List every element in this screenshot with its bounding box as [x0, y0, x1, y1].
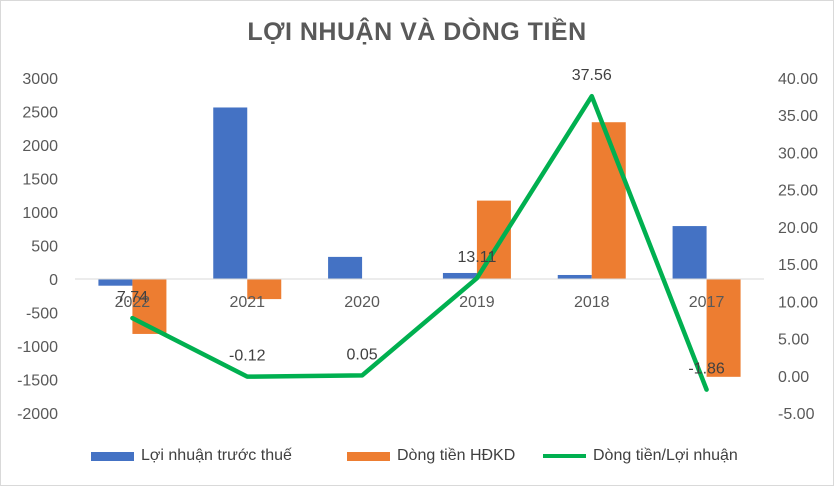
x-category-label: 2018: [574, 294, 610, 311]
bar-profit: [213, 107, 248, 279]
bar-cashflow: [247, 279, 282, 300]
legend-swatch-cashflow: [347, 451, 390, 461]
ratio-data-label: 0.05: [347, 346, 378, 363]
bar-cashflow: [591, 122, 626, 279]
y-right-tick-label: 20.00: [778, 220, 818, 237]
y-left-tick-label: 2000: [22, 138, 58, 155]
bar-profit: [98, 279, 133, 286]
bar-profit: [557, 274, 592, 279]
y-right-tick-label: 30.00: [778, 145, 818, 162]
ratio-data-label: 37.56: [572, 67, 612, 84]
legend-item-ratio: Dòng tiền/Lợi nhuận: [543, 444, 738, 468]
ratio-data-label: -0.12: [229, 348, 266, 365]
y-left-tick-label: -1000: [17, 339, 58, 356]
y-left-tick-label: 1500: [22, 172, 58, 189]
bar-profit: [442, 272, 477, 279]
ratio-line: [130, 93, 709, 392]
x-category-label: 2019: [459, 294, 495, 311]
ratio-data-label: -1.86: [688, 361, 725, 378]
y-right-tick-label: 10.00: [778, 294, 818, 311]
y-right-tick-label: 15.00: [778, 257, 818, 274]
y-left-tick-label: -1500: [17, 373, 58, 390]
bar-profit: [328, 256, 363, 279]
x-category-label: 2021: [229, 294, 265, 311]
y-right-tick-label: 25.00: [778, 183, 818, 200]
y-left-tick-label: 2500: [22, 105, 58, 122]
ratio-data-label: 13.11: [457, 249, 496, 266]
y-left-tick-label: -2000: [17, 406, 58, 423]
bar-cashflow: [706, 279, 741, 377]
legend-item-profit: Lợi nhuận trước thuế: [91, 444, 292, 468]
x-category-label: 2017: [689, 294, 725, 311]
chart-title: LỢI NHUẬN VÀ DÒNG TIỀN: [247, 18, 587, 46]
y-left-tick-label: 3000: [22, 71, 58, 88]
ratio-data-label: 7.74: [117, 289, 148, 306]
y-right-tick-label: -5.00: [778, 406, 815, 423]
legend-label-profit: Lợi nhuận trước thuế: [141, 447, 292, 464]
y-right-tick-label: 35.00: [778, 108, 818, 125]
y-right-tick-label: 40.00: [778, 71, 818, 88]
legend-item-cashflow: Dòng tiền HĐKD: [347, 444, 515, 468]
bar-profit: [672, 226, 707, 279]
y-left-tick-label: -500: [26, 306, 58, 323]
y-left-tick-label: 500: [31, 239, 58, 256]
y-right-tick-label: 0.00: [778, 369, 809, 386]
y-right-tick-label: 5.00: [778, 332, 809, 349]
y-left-tick-label: 1000: [22, 205, 58, 222]
legend-swatch-ratio: [543, 454, 586, 458]
x-category-label: 2020: [344, 294, 380, 311]
x-category-label: 2022: [115, 294, 151, 311]
y-left-tick-label: 0: [49, 272, 58, 289]
legend-label-cashflow: Dòng tiền HĐKD: [397, 447, 516, 464]
legend-label-ratio: Dòng tiền/Lợi nhuận: [593, 447, 738, 464]
legend: Lợi nhuận trước thuế Dòng tiền HĐKD Dòng…: [0, 444, 834, 468]
legend-swatch-profit: [91, 451, 134, 461]
